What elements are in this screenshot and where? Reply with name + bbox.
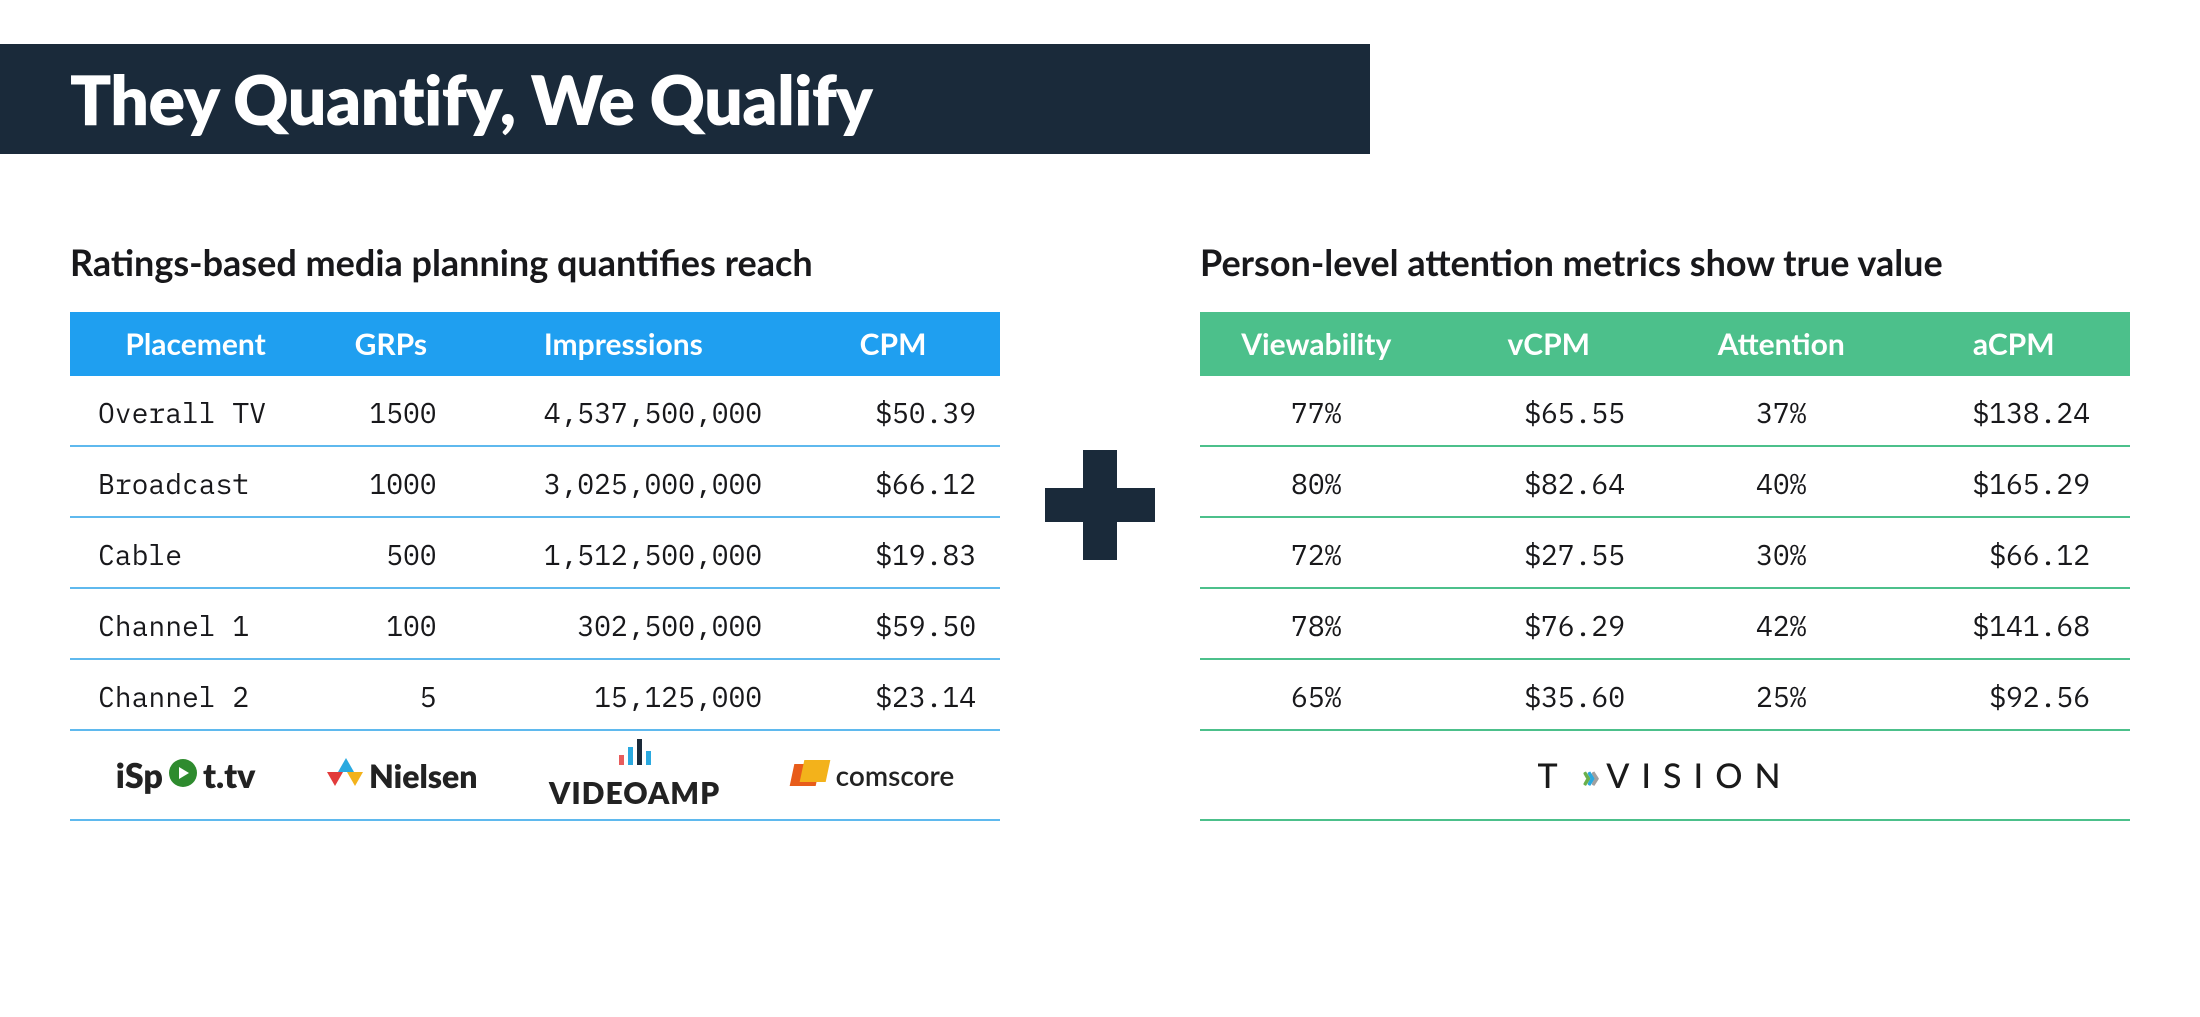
cell-placement: Overall TV (70, 376, 321, 446)
cell-placement: Channel 2 (70, 659, 321, 730)
cell-impressions: 4,537,500,000 (461, 376, 787, 446)
cell-attention: 40% (1665, 446, 1898, 517)
table-row: Cable 500 1,512,500,000 $19.83 (70, 517, 1000, 588)
cell-acpm: $165.29 (1898, 446, 2131, 517)
cell-viewability: 72% (1200, 517, 1433, 588)
cell-impressions: 15,125,000 (461, 659, 787, 730)
cell-cpm: $59.50 (786, 588, 1000, 659)
nielsen-text: Nielsen (369, 756, 478, 795)
table-row: 77% $65.55 37% $138.24 (1200, 376, 2130, 446)
cell-acpm: $92.56 (1898, 659, 2131, 730)
cell-attention: 37% (1665, 376, 1898, 446)
content-row: Ratings-based media planning quantifies … (70, 240, 2130, 821)
cell-grps: 1000 (321, 446, 461, 517)
cell-impressions: 302,500,000 (461, 588, 787, 659)
cell-cpm: $66.12 (786, 446, 1000, 517)
right-th-vcpm: vCPM (1433, 312, 1666, 376)
videoamp-logo: VIDEOAMP (549, 739, 720, 811)
left-panel: Ratings-based media planning quantifies … (70, 240, 1000, 821)
left-heading: Ratings-based media planning quantifies … (70, 240, 1000, 284)
cell-vcpm: $76.29 (1433, 588, 1666, 659)
cell-impressions: 1,512,500,000 (461, 517, 787, 588)
cell-cpm: $23.14 (786, 659, 1000, 730)
table-row: Channel 1 100 302,500,000 $59.50 (70, 588, 1000, 659)
chevrons-icon: ››› (1582, 755, 1595, 796)
cell-grps: 5 (321, 659, 461, 730)
title-bar: They Quantify, We Qualify (0, 44, 1370, 154)
left-th-placement: Placement (70, 312, 321, 376)
right-table: Viewability vCPM Attention aCPM 77% $65.… (1200, 312, 2130, 731)
comscore-text: comscore (836, 758, 955, 792)
ispot-logo: iSpt.tv (116, 755, 256, 796)
table-row: Channel 2 5 15,125,000 $23.14 (70, 659, 1000, 730)
cell-cpm: $50.39 (786, 376, 1000, 446)
left-th-impressions: Impressions (461, 312, 787, 376)
table-row: 72% $27.55 30% $66.12 (1200, 517, 2130, 588)
tvision-text: VISION (1606, 755, 1792, 796)
cell-impressions: 3,025,000,000 (461, 446, 787, 517)
right-th-viewability: Viewability (1200, 312, 1433, 376)
table-row: Overall TV 1500 4,537,500,000 $50.39 (70, 376, 1000, 446)
cell-grps: 1500 (321, 376, 461, 446)
slide-title: They Quantify, We Qualify (70, 59, 872, 140)
nielsen-logo: Nielsen (327, 756, 478, 795)
table-row: 78% $76.29 42% $141.68 (1200, 588, 2130, 659)
cell-acpm: $138.24 (1898, 376, 2131, 446)
cell-grps: 100 (321, 588, 461, 659)
table-row: 65% $35.60 25% $92.56 (1200, 659, 2130, 730)
cell-viewability: 65% (1200, 659, 1433, 730)
cell-viewability: 77% (1200, 376, 1433, 446)
cell-attention: 30% (1665, 517, 1898, 588)
play-icon (169, 759, 197, 787)
right-th-acpm: aCPM (1898, 312, 2131, 376)
comscore-icon (792, 760, 828, 790)
tvision-logo: T ››› VISION (1537, 755, 1792, 796)
left-th-cpm: CPM (786, 312, 1000, 376)
cell-vcpm: $82.64 (1433, 446, 1666, 517)
cell-viewability: 78% (1200, 588, 1433, 659)
cell-cpm: $19.83 (786, 517, 1000, 588)
cell-vcpm: $65.55 (1433, 376, 1666, 446)
left-th-grps: GRPs (321, 312, 461, 376)
right-logos-row: T ››› VISION (1200, 731, 2130, 821)
cell-attention: 25% (1665, 659, 1898, 730)
right-table-header-row: Viewability vCPM Attention aCPM (1200, 312, 2130, 376)
table-row: 80% $82.64 40% $165.29 (1200, 446, 2130, 517)
comscore-logo: comscore (792, 758, 955, 792)
nielsen-icon (327, 758, 361, 792)
cell-placement: Cable (70, 517, 321, 588)
videoamp-text: VIDEOAMP (549, 775, 720, 811)
bars-icon (619, 739, 651, 765)
cell-viewability: 80% (1200, 446, 1433, 517)
cell-acpm: $141.68 (1898, 588, 2131, 659)
cell-vcpm: $27.55 (1433, 517, 1666, 588)
cell-attention: 42% (1665, 588, 1898, 659)
plus-icon (1045, 450, 1155, 560)
right-heading: Person-level attention metrics show true… (1200, 240, 2130, 284)
cell-acpm: $66.12 (1898, 517, 2131, 588)
cell-grps: 500 (321, 517, 461, 588)
right-th-attention: Attention (1665, 312, 1898, 376)
left-table-header-row: Placement GRPs Impressions CPM (70, 312, 1000, 376)
left-table: Placement GRPs Impressions CPM Overall T… (70, 312, 1000, 731)
slide: They Quantify, We Qualify Ratings-based … (0, 0, 2200, 1017)
plus-separator (1040, 240, 1160, 560)
tvision-t: T (1537, 755, 1569, 796)
left-logos-row: iSpt.tv Nielsen VIDEOAMP comscore (70, 731, 1000, 821)
table-row: Broadcast 1000 3,025,000,000 $66.12 (70, 446, 1000, 517)
cell-placement: Channel 1 (70, 588, 321, 659)
right-panel: Person-level attention metrics show true… (1200, 240, 2130, 821)
cell-vcpm: $35.60 (1433, 659, 1666, 730)
cell-placement: Broadcast (70, 446, 321, 517)
